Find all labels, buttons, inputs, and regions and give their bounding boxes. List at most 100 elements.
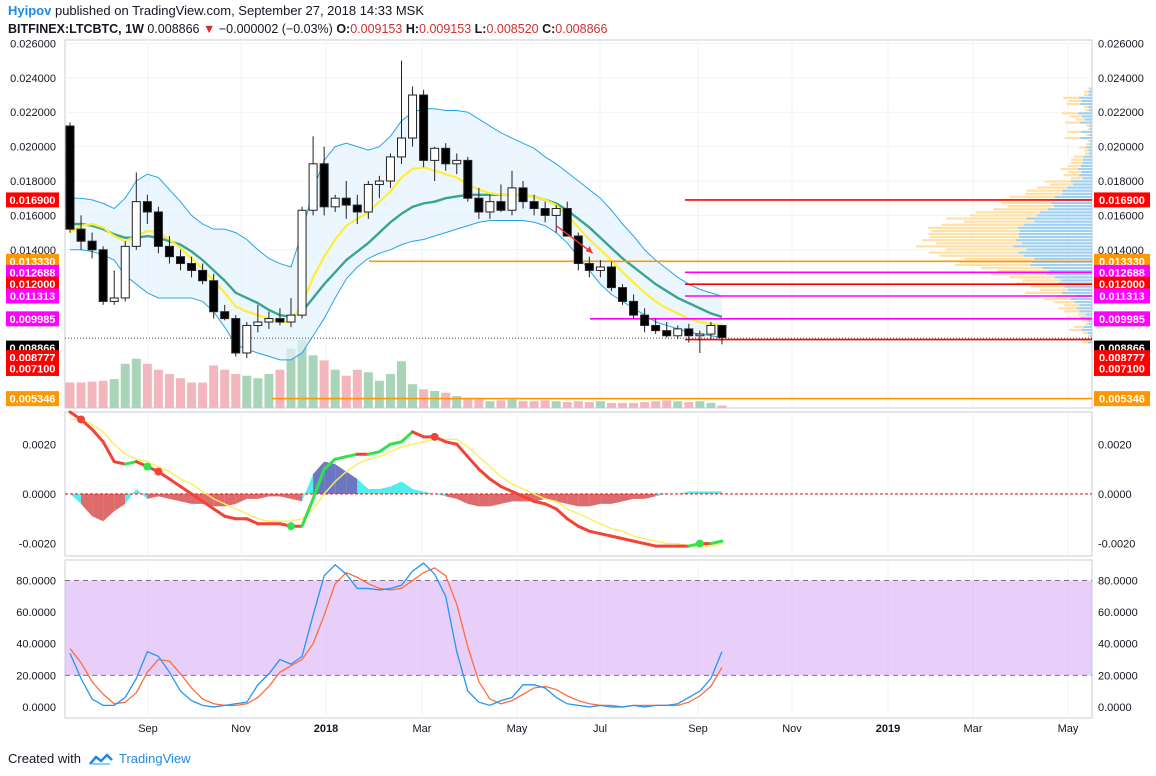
volume-profile-bar xyxy=(955,264,1031,266)
candle xyxy=(77,229,85,241)
x-tick-label: Jul xyxy=(593,723,607,735)
volume-profile-bar xyxy=(1079,146,1086,148)
volume-bar xyxy=(154,370,163,408)
volume-profile-bar xyxy=(1025,193,1062,195)
volume-bar xyxy=(596,401,605,408)
volume-bar xyxy=(629,403,638,408)
volume-bar xyxy=(231,374,240,408)
candle xyxy=(508,188,516,210)
volume-profile-bar xyxy=(1019,251,1092,253)
macd-cross-dot xyxy=(287,522,295,530)
x-tick-label: May xyxy=(1058,723,1079,735)
candle xyxy=(188,264,196,271)
volume-bar xyxy=(110,379,119,408)
volume-profile-bar xyxy=(1081,165,1092,167)
volume-bar xyxy=(88,382,97,408)
volume-bar xyxy=(563,402,572,408)
x-tick-label: Mar xyxy=(964,723,983,735)
volume-profile-bar xyxy=(1060,168,1077,170)
candle xyxy=(99,250,107,302)
volume-bar xyxy=(77,383,86,409)
stoch-band-fill xyxy=(65,581,1092,676)
volume-profile-bar xyxy=(936,242,1022,244)
volume-profile-bar xyxy=(1088,341,1092,343)
volume-bar xyxy=(441,393,450,408)
candle xyxy=(276,319,284,322)
volume-profile-bar xyxy=(1058,307,1077,309)
volume-bar xyxy=(253,378,262,408)
volume-profile-bar xyxy=(1086,146,1092,148)
tradingview-brand[interactable]: TradingView xyxy=(119,751,191,766)
volume-profile-bar xyxy=(1077,307,1092,309)
volume-profile-bar xyxy=(1062,292,1092,294)
volume-profile-bar xyxy=(1082,177,1092,179)
macd-tick-label-left: 0.0000 xyxy=(22,489,56,501)
volume-profile-bar xyxy=(1054,205,1092,207)
candle xyxy=(663,331,671,336)
volume-profile-bar xyxy=(1050,183,1073,185)
volume-profile-bar xyxy=(1030,264,1092,266)
price-tag-label-left: 0.007100 xyxy=(10,363,56,375)
volume-profile-bar xyxy=(1071,162,1083,164)
candle xyxy=(287,315,295,322)
volume-bar xyxy=(364,372,373,408)
volume-bar xyxy=(552,401,561,408)
candle xyxy=(331,198,339,207)
volume-profile-bar xyxy=(1020,230,1092,232)
volume-bar xyxy=(275,370,284,408)
volume-profile-bar xyxy=(1045,180,1071,182)
x-tick-label: Nov xyxy=(782,723,802,735)
x-tick-label: Sep xyxy=(138,723,158,735)
volume-profile-bar xyxy=(1084,94,1088,96)
volume-profile-bar xyxy=(1024,224,1092,226)
volume-profile-bar xyxy=(1051,202,1092,204)
pane-frame-2 xyxy=(65,412,1092,556)
candle xyxy=(685,329,693,336)
volume-profile-bar xyxy=(1080,137,1092,139)
stoch-tick-label-left: 0.0000 xyxy=(22,702,56,714)
price-tag-label-right: 0.007100 xyxy=(1099,363,1145,375)
candle xyxy=(375,181,383,184)
candle xyxy=(420,95,428,160)
candle xyxy=(254,322,262,325)
volume-bar xyxy=(165,374,174,408)
x-tick-label: Sep xyxy=(688,723,708,735)
volume-bar xyxy=(121,364,130,408)
macd-histogram-area xyxy=(368,489,379,494)
volume-profile-bar xyxy=(1088,332,1092,334)
candle xyxy=(718,325,726,337)
volume-profile-bar xyxy=(1089,143,1092,145)
volume-bar xyxy=(386,374,395,408)
volume-profile-bar xyxy=(1080,121,1092,123)
volume-profile-bar xyxy=(1027,217,1092,219)
volume-profile-bar xyxy=(1063,174,1079,176)
volume-profile-bar xyxy=(1082,320,1088,322)
volume-bar xyxy=(474,400,483,409)
macd-histogram-area xyxy=(247,494,258,499)
candle xyxy=(630,301,638,315)
volume-profile-bar xyxy=(1080,103,1092,105)
volume-profile-bar xyxy=(1062,112,1079,114)
price-tag-label-left: 0.005346 xyxy=(10,394,56,406)
volume-profile-bar xyxy=(1087,320,1092,322)
volume-profile-bar xyxy=(1055,196,1092,198)
volume-profile-bar xyxy=(1067,186,1092,188)
volume-profile-bar xyxy=(976,211,1040,213)
volume-profile-bar xyxy=(1089,109,1092,111)
volume-bar xyxy=(331,370,340,408)
volume-profile-bar xyxy=(1066,103,1080,105)
volume-profile-bar xyxy=(942,224,1025,226)
macd-histogram-area xyxy=(634,494,645,499)
volume-profile-bar xyxy=(1025,292,1062,294)
volume-profile-bar xyxy=(1071,180,1092,182)
volume-bar xyxy=(684,402,693,408)
volume-profile-bar xyxy=(1086,313,1092,315)
price-tick-label-left: 0.018000 xyxy=(10,176,56,188)
candle xyxy=(641,315,649,325)
x-tick-label: May xyxy=(507,723,528,735)
macd-tick-label-left: 0.0020 xyxy=(22,439,56,451)
volume-bar xyxy=(408,384,417,408)
volume-profile-bar xyxy=(1018,227,1092,229)
volume-profile-bar xyxy=(1070,115,1082,117)
